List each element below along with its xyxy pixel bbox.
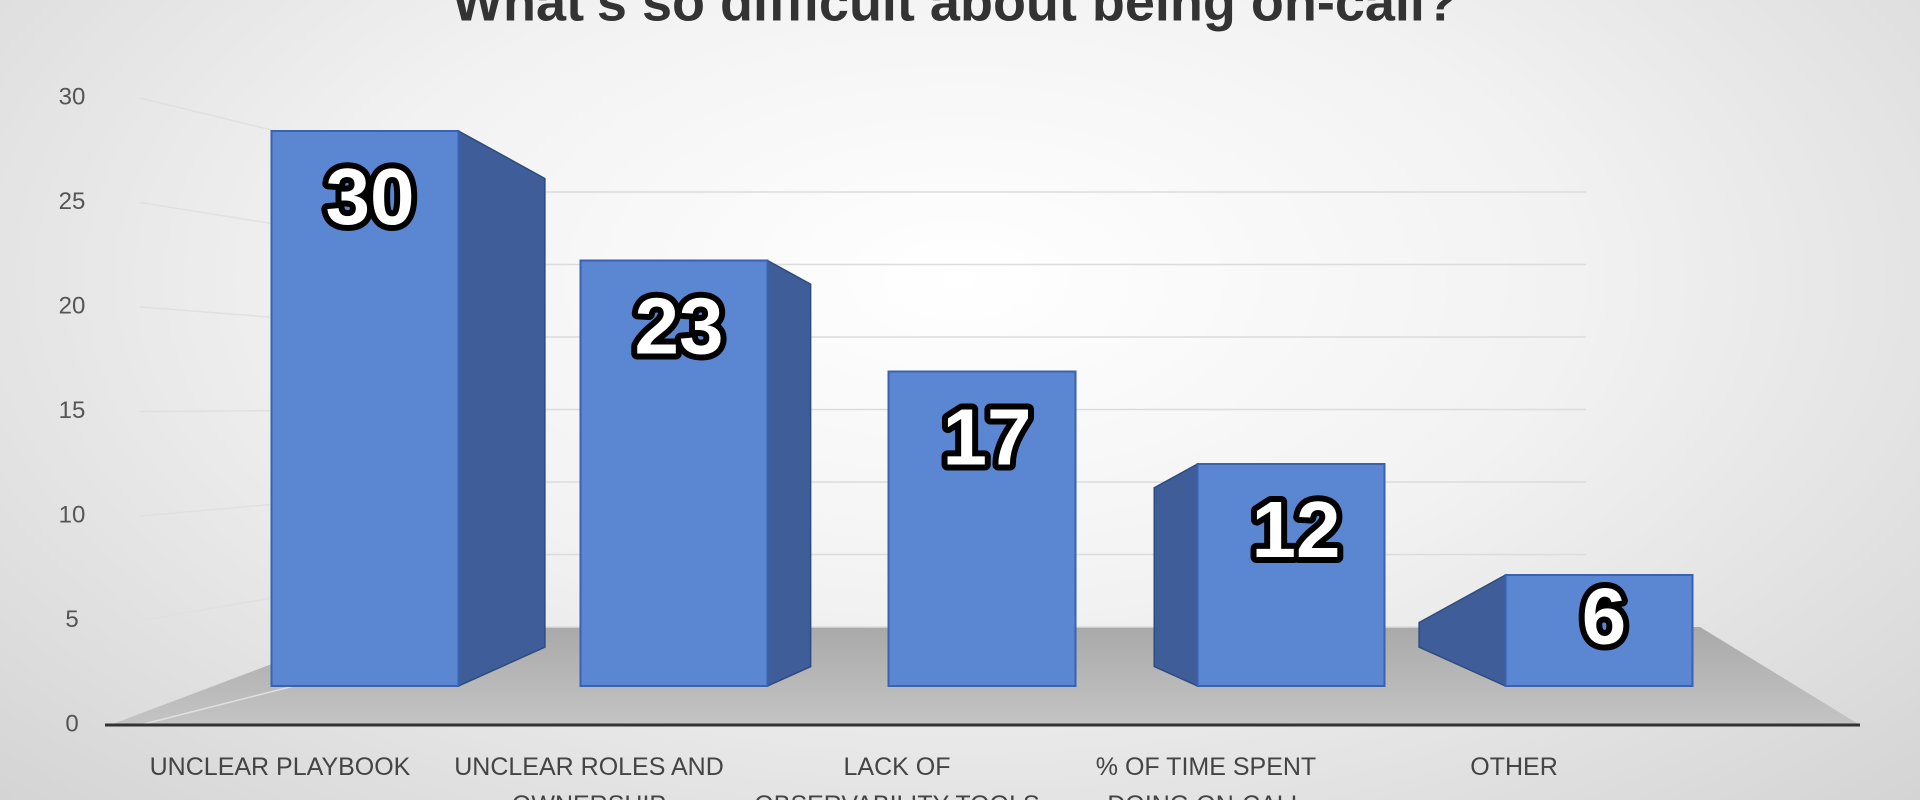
data-label: 12 <box>1252 485 1341 574</box>
x-tick-label: LACK OF OBSERVABILITY TOOLS <box>754 753 1039 800</box>
bar <box>1196 463 1386 687</box>
y-tick-label: 10 <box>59 501 86 528</box>
chart-title: What's so difficult about being on-call? <box>452 0 1458 32</box>
bar-side <box>1153 462 1199 688</box>
bar <box>270 130 460 687</box>
bar-side <box>457 129 546 688</box>
x-tick-label: % OF TIME SPENT DOING ON-CALL <box>1095 753 1317 800</box>
bar <box>887 370 1077 687</box>
y-tick-label: 5 <box>65 606 78 633</box>
data-label: 30 <box>326 152 415 241</box>
x-tick-label: OTHER <box>1470 753 1558 781</box>
y-tick-label: 15 <box>59 397 86 424</box>
bar <box>579 259 769 687</box>
data-label: 17 <box>943 393 1032 482</box>
y-tick-label: 0 <box>65 710 78 737</box>
x-tick-label: UNCLEAR PLAYBOOK <box>149 753 411 781</box>
y-tick-label: 30 <box>59 83 86 110</box>
y-tick-label: 25 <box>59 188 86 215</box>
bar <box>1504 574 1694 687</box>
x-tick-label: UNCLEAR ROLES AND OWNERSHIP <box>454 753 724 800</box>
data-label: 6 <box>1582 572 1627 661</box>
data-label: 23 <box>635 282 724 371</box>
y-tick-label: 20 <box>59 292 86 319</box>
bar-side <box>766 259 812 688</box>
